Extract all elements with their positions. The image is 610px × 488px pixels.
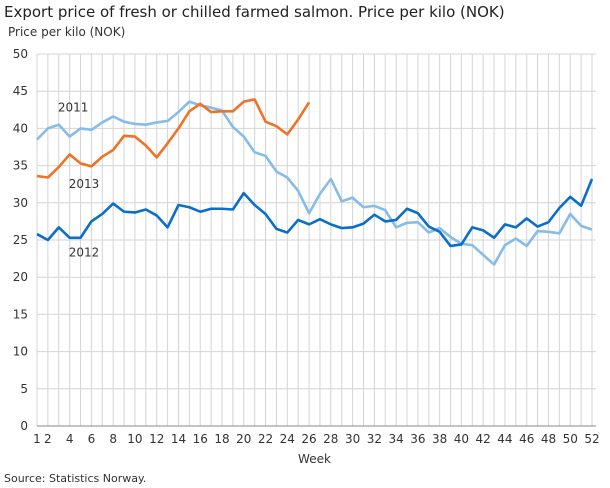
x-tick-label: 36 bbox=[410, 432, 425, 446]
x-tick-label: 1 bbox=[33, 432, 41, 446]
x-tick-label: 44 bbox=[497, 432, 512, 446]
y-axis-label: Price per kilo (NOK) bbox=[8, 25, 126, 39]
x-tick-label: 24 bbox=[280, 432, 295, 446]
y-tick-label: 50 bbox=[13, 47, 28, 61]
y-tick-label: 10 bbox=[13, 345, 28, 359]
x-tick-label: 34 bbox=[388, 432, 403, 446]
y-tick-label: 35 bbox=[13, 159, 28, 173]
series-line-2013 bbox=[36, 98, 311, 179]
x-tick-label: 18 bbox=[214, 432, 229, 446]
y-tick-label: 15 bbox=[13, 307, 28, 321]
x-tick-label: 40 bbox=[454, 432, 469, 446]
x-tick-label: 2 bbox=[44, 432, 52, 446]
series-label-2013: 2013 bbox=[69, 177, 100, 191]
series-line-2011 bbox=[36, 100, 593, 266]
y-tick-label: 20 bbox=[13, 270, 28, 284]
chart-title: Export price of fresh or chilled farmed … bbox=[4, 3, 505, 21]
x-tick-label: 8 bbox=[109, 432, 117, 446]
y-tick-label: 40 bbox=[13, 121, 28, 135]
x-tick-label: 14 bbox=[171, 432, 186, 446]
x-tick-label: 16 bbox=[193, 432, 208, 446]
x-tick-label: 28 bbox=[323, 432, 338, 446]
x-tick-label: 20 bbox=[236, 432, 251, 446]
y-tick-label: 30 bbox=[13, 196, 28, 210]
x-axis-label: Week bbox=[298, 452, 331, 466]
x-tick-label: 6 bbox=[88, 432, 96, 446]
x-tick-label: 10 bbox=[127, 432, 142, 446]
series-label-2011: 2011 bbox=[58, 100, 89, 114]
series-label-2012: 2012 bbox=[69, 245, 100, 259]
x-tick-label: 22 bbox=[258, 432, 273, 446]
x-tick-label: 42 bbox=[476, 432, 491, 446]
x-tick-label: 52 bbox=[584, 432, 599, 446]
y-tick-label: 0 bbox=[20, 419, 28, 433]
x-tick-label: 38 bbox=[432, 432, 447, 446]
y-tick-label: 5 bbox=[20, 382, 28, 396]
y-tick-label: 45 bbox=[13, 84, 28, 98]
series-line-2012 bbox=[36, 178, 594, 248]
x-tick-label: 46 bbox=[519, 432, 534, 446]
x-tick-label: 50 bbox=[563, 432, 578, 446]
x-tick-label: 32 bbox=[367, 432, 382, 446]
x-tick-label: 4 bbox=[66, 432, 74, 446]
x-tick-label: 30 bbox=[345, 432, 360, 446]
x-tick-label: 26 bbox=[301, 432, 316, 446]
x-tick-label: 48 bbox=[541, 432, 556, 446]
x-tick-label: 12 bbox=[149, 432, 164, 446]
y-tick-label: 25 bbox=[13, 233, 28, 247]
source-note: Source: Statistics Norway. bbox=[4, 472, 147, 485]
